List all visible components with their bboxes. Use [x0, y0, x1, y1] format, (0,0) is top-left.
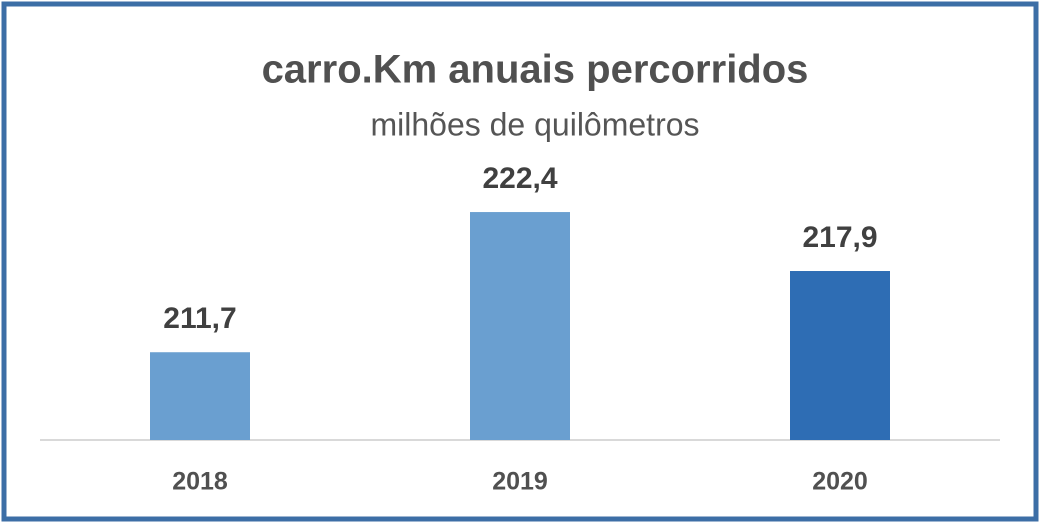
- x-tick-label: 2019: [492, 468, 548, 496]
- bar: [150, 352, 250, 440]
- x-tick-label: 2018: [172, 468, 228, 496]
- x-tick-label: 2020: [812, 468, 868, 496]
- value-label: 217,9: [802, 221, 877, 254]
- bar: [470, 212, 570, 440]
- value-label: 222,4: [482, 162, 557, 195]
- chart-subtitle: milhões de quilômetros: [370, 106, 699, 142]
- bar: [790, 271, 890, 440]
- value-label: 211,7: [163, 302, 236, 335]
- chart-title: carro.Km anuais percorridos: [262, 48, 809, 92]
